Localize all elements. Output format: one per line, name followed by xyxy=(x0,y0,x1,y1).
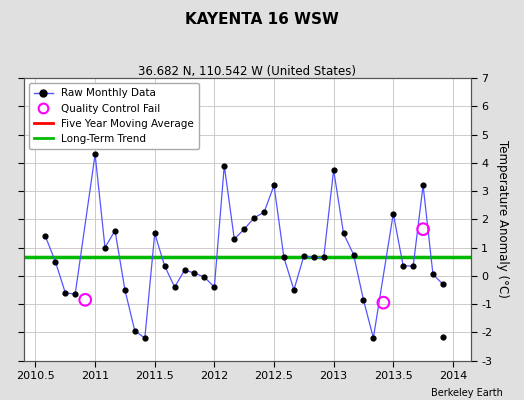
Point xyxy=(41,233,50,240)
Point xyxy=(170,284,179,290)
Point xyxy=(429,271,437,278)
Point xyxy=(190,270,199,276)
Point xyxy=(310,254,318,261)
Text: Berkeley Earth: Berkeley Earth xyxy=(431,388,503,398)
Point xyxy=(419,182,427,188)
Point xyxy=(290,287,298,293)
Point xyxy=(180,267,189,273)
Point xyxy=(61,290,70,296)
Point xyxy=(369,335,378,341)
Point xyxy=(320,254,328,261)
Point xyxy=(409,263,418,269)
Legend: Raw Monthly Data, Quality Control Fail, Five Year Moving Average, Long-Term Tren: Raw Monthly Data, Quality Control Fail, … xyxy=(29,83,199,149)
Point xyxy=(270,182,278,188)
Text: KAYENTA 16 WSW: KAYENTA 16 WSW xyxy=(185,12,339,27)
Point xyxy=(210,284,219,290)
Y-axis label: Temperature Anomaly (°C): Temperature Anomaly (°C) xyxy=(496,140,509,298)
Point xyxy=(200,274,209,280)
Title: 36.682 N, 110.542 W (United States): 36.682 N, 110.542 W (United States) xyxy=(138,65,356,78)
Point xyxy=(81,297,90,303)
Point xyxy=(350,252,358,258)
Point xyxy=(439,281,447,288)
Point xyxy=(340,230,348,237)
Point xyxy=(150,230,159,237)
Point xyxy=(419,226,427,232)
Point xyxy=(439,333,447,340)
Point xyxy=(91,151,99,158)
Point xyxy=(140,335,149,341)
Point xyxy=(71,291,79,297)
Point xyxy=(230,236,238,242)
Point xyxy=(51,258,60,265)
Point xyxy=(111,227,119,234)
Point xyxy=(240,226,248,232)
Point xyxy=(160,263,169,269)
Point xyxy=(250,215,258,221)
Point xyxy=(379,300,388,306)
Point xyxy=(359,297,368,303)
Point xyxy=(300,253,308,259)
Point xyxy=(121,287,129,293)
Point xyxy=(280,254,288,261)
Point xyxy=(130,328,139,334)
Point xyxy=(101,244,109,251)
Point xyxy=(220,162,228,169)
Point xyxy=(330,167,338,173)
Point xyxy=(389,210,398,217)
Point xyxy=(260,209,268,216)
Point xyxy=(399,263,407,269)
